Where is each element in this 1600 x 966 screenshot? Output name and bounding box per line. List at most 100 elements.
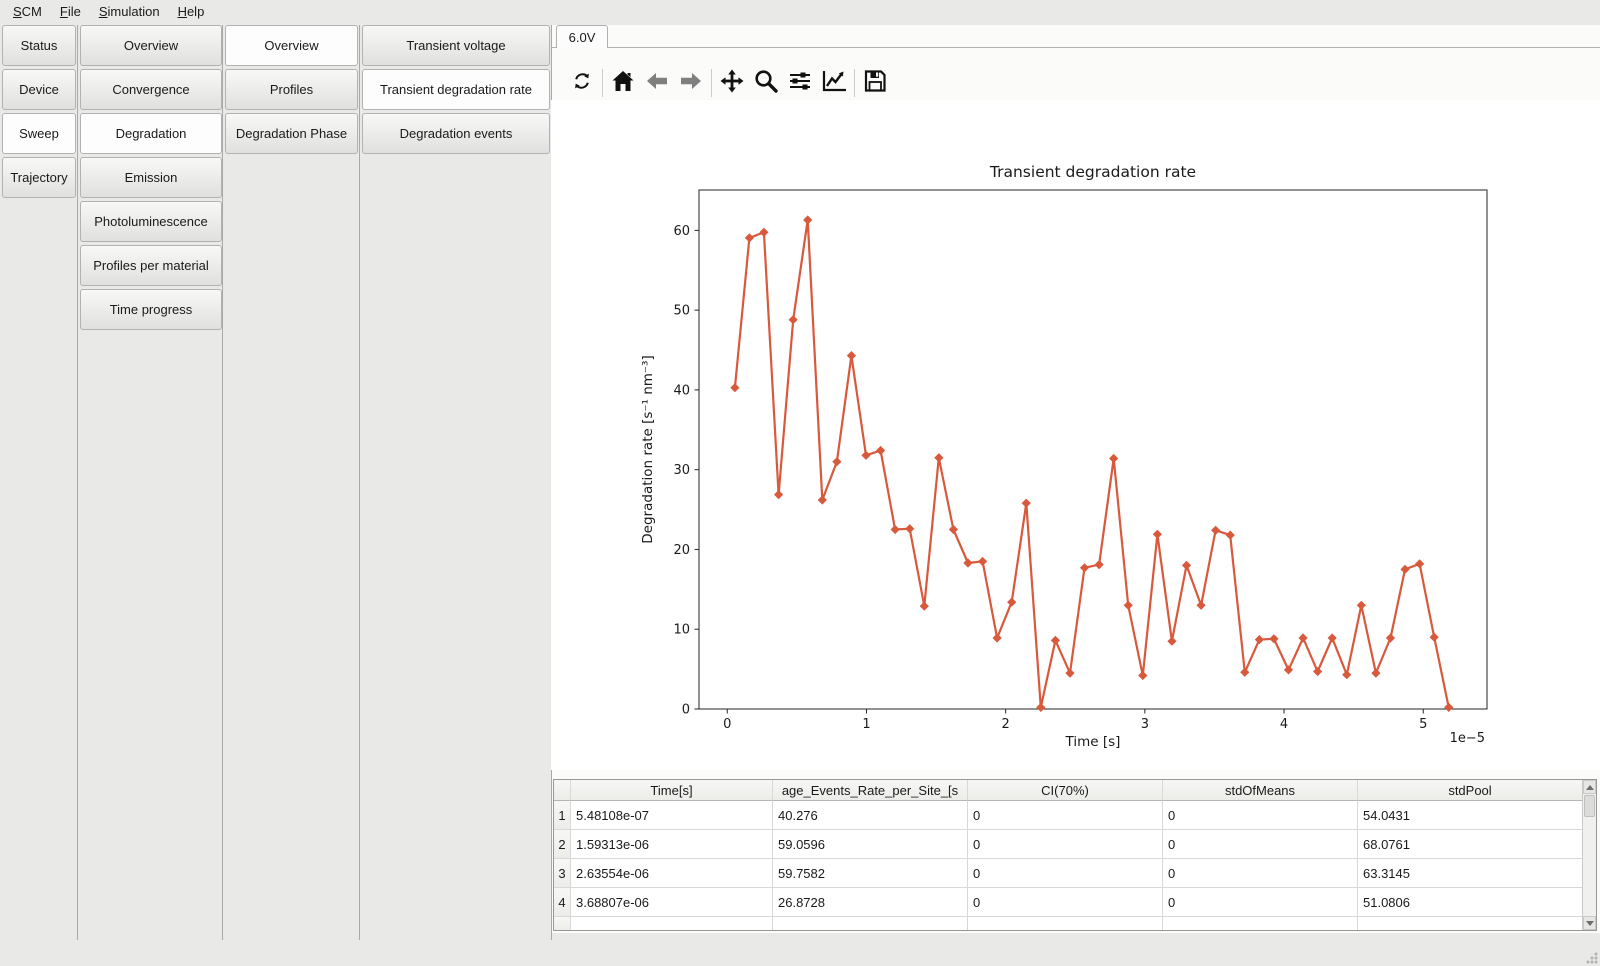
nav-tab-device[interactable]: Device (2, 69, 76, 110)
table-cell[interactable]: 0 (1163, 801, 1358, 830)
nav-tab-transient-voltage[interactable]: Transient voltage (362, 25, 550, 66)
table-cell[interactable]: 59.7582 (773, 859, 968, 888)
table-cell (571, 917, 773, 930)
row-number[interactable]: 4 (554, 888, 571, 917)
nav-tab-label: Profiles per material (93, 258, 209, 273)
chart-canvas[interactable]: Transient degradation rate01234501020304… (551, 100, 1600, 770)
nav-tab-photoluminescence[interactable]: Photoluminescence (80, 201, 222, 242)
menu-item-simulation[interactable]: Simulation (90, 2, 169, 21)
table-cell[interactable]: 40.276 (773, 801, 968, 830)
nav-tab-degradation-events[interactable]: Degradation events (362, 113, 550, 154)
corner-header[interactable] (554, 780, 571, 801)
nav-tab-degradation[interactable]: Degradation (80, 113, 222, 154)
row-number[interactable]: 3 (554, 859, 571, 888)
y-tick-label: 10 (673, 623, 690, 638)
col-header-stdpool[interactable]: stdPool (1358, 780, 1582, 801)
nav-tab-status[interactable]: Status (2, 25, 76, 66)
table-cell[interactable]: 1.59313e-06 (571, 830, 773, 859)
zoom-button[interactable] (749, 68, 783, 98)
x-tick-label: 1 (862, 717, 870, 732)
table-cell[interactable]: 0 (968, 830, 1163, 859)
table-cell[interactable]: 5.48108e-07 (571, 801, 773, 830)
customize-icon (820, 68, 848, 99)
nav-tab-label: Sweep (19, 126, 59, 141)
nav-tab-emission[interactable]: Emission (80, 157, 222, 198)
col-header-age-events-rate-per-site-s[interactable]: age_Events_Rate_per_Site_[s (773, 780, 968, 801)
customize-button[interactable] (817, 68, 851, 98)
refresh-icon (570, 69, 594, 98)
chart-title: Transient degradation rate (989, 163, 1196, 181)
nav-tab-label: Trajectory (10, 170, 67, 185)
table-cell[interactable]: 3.68807e-06 (571, 888, 773, 917)
table-vscrollbar[interactable] (1582, 780, 1596, 930)
table-cell[interactable]: 0 (1163, 830, 1358, 859)
table-cell[interactable]: 68.0761 (1358, 830, 1582, 859)
table-cell[interactable]: 59.0596 (773, 830, 968, 859)
back-button[interactable] (640, 68, 674, 98)
save-button[interactable] (858, 68, 892, 98)
doc-tab-6v[interactable]: 6.0V (556, 25, 608, 48)
pan-button[interactable] (715, 68, 749, 98)
table-cell[interactable]: 0 (968, 859, 1163, 888)
row-number[interactable]: 1 (554, 801, 571, 830)
nav-tab-sweep[interactable]: Sweep (2, 113, 76, 154)
y-tick-label: 60 (673, 224, 690, 239)
y-tick-label: 0 (682, 703, 690, 718)
table-cell (968, 917, 1163, 930)
pan-icon (719, 68, 745, 99)
nav-tab-label: Degradation events (400, 126, 513, 141)
x-tick-label: 0 (723, 717, 731, 732)
toolbar-separator (711, 69, 712, 97)
nav-tab-degradation-phase[interactable]: Degradation Phase (225, 113, 358, 154)
refresh-button[interactable] (565, 68, 599, 98)
home-button[interactable] (606, 68, 640, 98)
nav-tab-profiles[interactable]: Profiles (225, 69, 358, 110)
table-row-partial (554, 917, 1582, 930)
subplots-icon (787, 68, 813, 99)
y-tick-label: 50 (673, 304, 690, 319)
nav-tab-label: Overview (124, 38, 178, 53)
nav-tab-time-progress[interactable]: Time progress (80, 289, 222, 330)
x-tick-label: 3 (1141, 717, 1149, 732)
nav-tab-trajectory[interactable]: Trajectory (2, 157, 76, 198)
scrollbar-thumb[interactable] (1584, 795, 1595, 817)
col-header-stdofmeans[interactable]: stdOfMeans (1163, 780, 1358, 801)
results-table: Time[s]age_Events_Rate_per_Site_[sCI(70%… (553, 779, 1597, 931)
table-cell[interactable]: 0 (1163, 888, 1358, 917)
back-icon (644, 68, 670, 99)
table-cell[interactable]: 26.8728 (773, 888, 968, 917)
table-cell[interactable]: 0 (968, 801, 1163, 830)
scroll-down-button[interactable] (1583, 916, 1596, 930)
plot-area (699, 190, 1487, 709)
table-cell[interactable]: 54.0431 (1358, 801, 1582, 830)
window-resize-grip[interactable] (1586, 952, 1598, 964)
nav-tab-label: Emission (125, 170, 178, 185)
menu-item-help[interactable]: Help (169, 2, 214, 21)
nav-tab-transient-degradation-rate[interactable]: Transient degradation rate (362, 69, 550, 110)
table-cell[interactable]: 0 (1163, 859, 1358, 888)
nav-tab-label: Transient voltage (406, 38, 505, 53)
table-cell[interactable]: 2.63554e-06 (571, 859, 773, 888)
nav-tab-label: Profiles (270, 82, 313, 97)
table-cell (1358, 917, 1582, 930)
table-cell[interactable]: 51.0806 (1358, 888, 1582, 917)
menu-item-file[interactable]: File (51, 2, 90, 21)
nav-tab-profiles-per-material[interactable]: Profiles per material (80, 245, 222, 286)
nav-tab-overview[interactable]: Overview (225, 25, 358, 66)
menu-item-scm[interactable]: SCM (4, 2, 51, 21)
table-cell[interactable]: 0 (968, 888, 1163, 917)
nav-tab-label: Degradation (116, 126, 187, 141)
x-tick-label: 2 (1002, 717, 1010, 732)
col-header-time-s[interactable]: Time[s] (571, 780, 773, 801)
nav-tab-overview[interactable]: Overview (80, 25, 222, 66)
scroll-down-icon (1586, 921, 1594, 926)
table-cell[interactable]: 63.3145 (1358, 859, 1582, 888)
row-number[interactable]: 2 (554, 830, 571, 859)
scroll-up-button[interactable] (1583, 780, 1596, 794)
col-header-ci-70[interactable]: CI(70%) (968, 780, 1163, 801)
nav-tab-convergence[interactable]: Convergence (80, 69, 222, 110)
table-row: 15.48108e-0740.2760054.0431 (554, 801, 1582, 830)
subplots-button[interactable] (783, 68, 817, 98)
nav-tab-label: Transient degradation rate (380, 82, 532, 97)
forward-button[interactable] (674, 68, 708, 98)
